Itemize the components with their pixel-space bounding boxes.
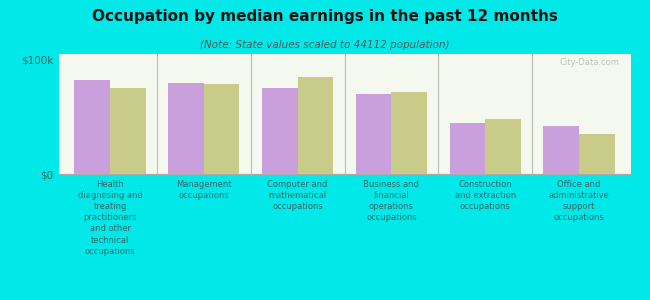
Text: Occupation by median earnings in the past 12 months: Occupation by median earnings in the pas… (92, 9, 558, 24)
Bar (579, 134, 614, 174)
Bar (262, 88, 298, 174)
Bar (391, 92, 427, 174)
Text: Business and
financial
operations
occupations: Business and financial operations occupa… (363, 180, 419, 222)
Bar (168, 82, 204, 174)
Text: Health
diagnosing and
treating
practitioners
and other
technical
occupations: Health diagnosing and treating practitio… (78, 180, 142, 256)
Text: Computer and
mathematical
occupations: Computer and mathematical occupations (267, 180, 328, 211)
Bar (110, 88, 146, 174)
Bar (450, 123, 485, 174)
Text: City-Data.com: City-Data.com (559, 58, 619, 67)
Text: Office and
administrative
support
occupations: Office and administrative support occupa… (549, 180, 609, 222)
Bar (75, 80, 110, 174)
Bar (204, 84, 239, 174)
Text: Management
occupations: Management occupations (176, 180, 231, 200)
Bar (543, 126, 579, 174)
Bar (298, 77, 333, 174)
Bar (485, 119, 521, 174)
Bar (356, 94, 391, 174)
Text: (Note: State values scaled to 44112 population): (Note: State values scaled to 44112 popu… (200, 40, 450, 50)
Text: Construction
and extraction
occupations: Construction and extraction occupations (454, 180, 516, 211)
